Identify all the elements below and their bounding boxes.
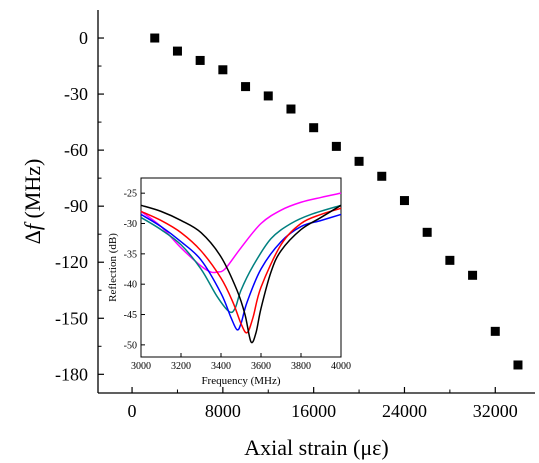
inset-y-tick-label: -50 (124, 340, 137, 351)
inset-x-tick-label: 3600 (251, 361, 271, 372)
y-tick-label: -180 (55, 364, 88, 384)
inset-x-axis-title: Frequency (MHz) (201, 375, 280, 387)
y-tick-label: -150 (55, 308, 88, 328)
data-point (172, 46, 182, 56)
y-axis-title: Δf (MHz) (20, 159, 45, 245)
data-point (354, 156, 364, 166)
inset-series-line (140, 213, 342, 331)
x-tick-label: 0 (128, 401, 137, 421)
data-point (218, 65, 228, 75)
data-point (490, 326, 500, 336)
inset-y-tick-label: -45 (124, 310, 137, 321)
inset-y-axis-title: Reflection (dB) (107, 233, 119, 302)
data-point (445, 255, 455, 265)
inset-y-tick-label: -30 (124, 219, 137, 230)
inset-series-line (140, 207, 342, 334)
data-point (377, 171, 387, 181)
inset-y-tick-label: -25 (124, 189, 137, 200)
y-tick-label: -30 (64, 84, 88, 104)
data-point (468, 270, 478, 280)
x-tick-label: 16000 (291, 401, 336, 421)
inset-series-line (140, 192, 342, 274)
inset-chart: -25 -30 -35 -40 -45 -50 3000 3200 3400 3600 3800 40… (107, 177, 351, 387)
data-point (286, 104, 296, 114)
y-tick-label: -60 (64, 140, 88, 160)
main-chart: 0 -30 -60 -90 -120 -150 -180 0 8000 16000 24000 320… (20, 10, 535, 460)
data-point (399, 196, 409, 206)
inset-frame (140, 177, 342, 358)
inset-x-tick-label: 4000 (331, 361, 351, 372)
data-point (422, 227, 432, 237)
y-tick-label: -120 (55, 252, 88, 272)
inset-x-tick-label: 3200 (171, 361, 191, 372)
inset-x-tick-label: 3400 (211, 361, 231, 372)
data-point (195, 55, 205, 65)
inset-y-tick-label: -35 (124, 249, 137, 260)
data-point (263, 91, 273, 101)
y-tick-label: 0 (79, 28, 88, 48)
x-axis-title: Axial strain (με) (244, 435, 388, 460)
inset-y-tick-label: -40 (124, 280, 137, 291)
inset-series-line (140, 204, 342, 344)
inset-x-tick-label: 3000 (131, 361, 151, 372)
data-point (309, 123, 319, 133)
data-point (331, 141, 341, 151)
inset-x-tick-label: 3800 (291, 361, 311, 372)
x-tick-label: 32000 (473, 401, 518, 421)
data-point (513, 360, 523, 370)
x-tick-label: 24000 (382, 401, 427, 421)
x-tick-label: 8000 (205, 401, 241, 421)
y-tick-label: -90 (64, 196, 88, 216)
data-point (241, 82, 251, 92)
data-point (150, 33, 160, 43)
